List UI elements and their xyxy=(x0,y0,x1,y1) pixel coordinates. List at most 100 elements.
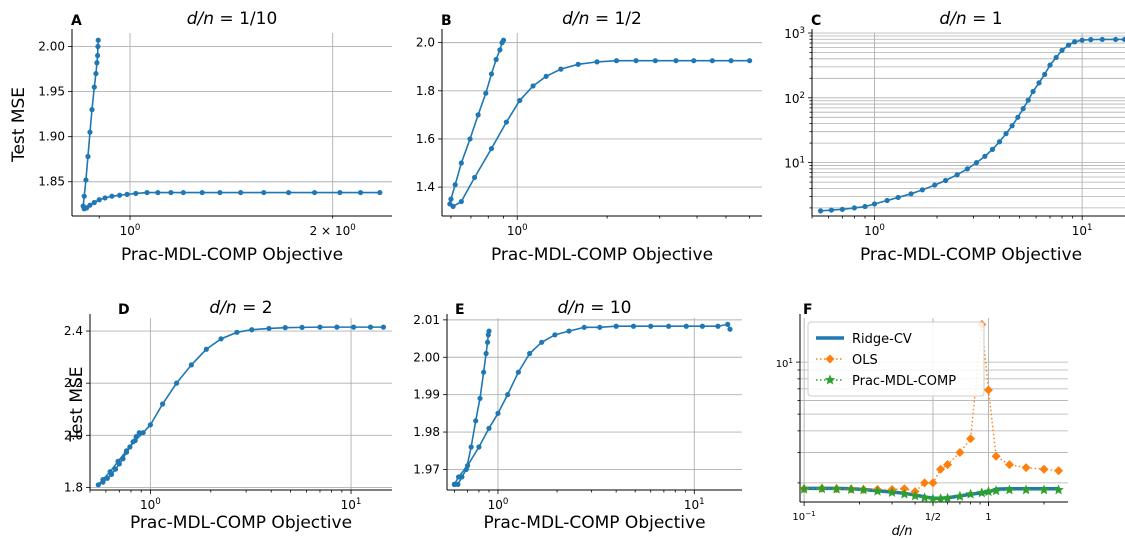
y-tick-label: 1.4 xyxy=(416,180,435,194)
y-tick-label: 2.00 xyxy=(38,40,65,54)
ols-marker xyxy=(943,460,953,470)
panel-d: 100 101 1.8 2.0 2.2 2.4 d/n = 2 Prac-MDL-COMP O… xyxy=(64,298,392,533)
data-point xyxy=(112,466,119,472)
legend-label: Ridge-CV xyxy=(852,332,912,347)
data-point xyxy=(1020,106,1026,112)
data-point xyxy=(94,52,101,59)
prac-mdl-comp-marker xyxy=(976,487,988,498)
plot-area xyxy=(800,320,1064,504)
x-tick-label: 1/2 xyxy=(925,512,941,523)
legend-item: Prac-MDL-COMP xyxy=(816,374,956,389)
series-line xyxy=(97,326,384,486)
ols-marker xyxy=(1039,464,1049,474)
plot-area xyxy=(817,36,1125,214)
data-point xyxy=(954,172,960,178)
data-point xyxy=(100,476,106,483)
prac-mdl-comp-marker xyxy=(990,485,1002,496)
data-point xyxy=(120,456,126,462)
grid xyxy=(442,33,762,216)
ticks: 100 1.4 1.6 1.8 2.0 xyxy=(416,36,751,238)
y-axis-label: Test MSE xyxy=(67,366,87,442)
prac-mdl-comp-marker xyxy=(965,488,976,499)
y-tick-label: 103 xyxy=(784,26,805,41)
y-tick-label: 1.90 xyxy=(38,130,65,144)
data-point xyxy=(188,362,194,368)
data-point xyxy=(87,129,93,135)
data-point xyxy=(467,136,473,142)
data-point xyxy=(1015,114,1021,120)
x-axis-label: Prac-MDL-COMP Objective xyxy=(121,245,343,265)
y-tick-label: 2.0 xyxy=(64,428,83,442)
data-point xyxy=(581,324,587,330)
data-point xyxy=(89,107,95,113)
data-point xyxy=(630,323,637,329)
data-point xyxy=(594,59,600,65)
ols-marker xyxy=(920,478,930,488)
data-point xyxy=(871,201,878,207)
panel-letter: B xyxy=(441,13,452,29)
data-point xyxy=(1053,54,1059,61)
y-tick-label: 1.6 xyxy=(416,132,435,146)
data-point xyxy=(691,58,697,64)
x-tick-label: 2 × 100 xyxy=(310,223,356,238)
data-point xyxy=(1113,36,1119,43)
ols-marker xyxy=(983,385,993,395)
data-point xyxy=(575,61,581,67)
ols-marker xyxy=(936,464,946,474)
panel-b: 100 1.4 1.6 1.8 2.0 d/n = 1/2 Prac-MDL-COMP Ob… xyxy=(416,9,762,265)
ols-marker xyxy=(966,434,976,444)
data-point xyxy=(1036,80,1042,86)
data-point xyxy=(238,189,244,196)
panel-title: d/n = 1/10 xyxy=(187,9,278,29)
prac-mdl-comp-marker xyxy=(1053,484,1064,495)
x-axis-label: Prac-MDL-COMP Objective xyxy=(491,245,713,265)
data-point xyxy=(683,323,689,329)
data-point xyxy=(95,43,101,50)
data-point xyxy=(648,323,654,329)
y-tick-label: 1.95 xyxy=(38,85,65,99)
x-axis-label: Prac-MDL-COMP Objective xyxy=(483,513,705,533)
panel-title: d/n = 10 xyxy=(558,298,632,318)
data-point xyxy=(133,433,139,440)
ticks: 100 2 × 100 1.85 1.90 1.95 2.00 xyxy=(38,40,355,238)
prac-mdl-comp-marker xyxy=(886,486,898,497)
data-point xyxy=(81,193,87,199)
panel-title: d/n = 1/2 xyxy=(562,9,642,29)
legend: Ridge-CV OLS Prac-MDL-COMP xyxy=(807,321,985,397)
data-point xyxy=(943,177,949,184)
data-point xyxy=(817,208,824,214)
y-tick-label: 2.01 xyxy=(413,313,440,327)
y-tick-label: 101 xyxy=(784,156,805,171)
data-point xyxy=(1099,36,1105,43)
data-point xyxy=(725,321,731,327)
y-tick-label: 1.99 xyxy=(413,388,440,402)
plot-area xyxy=(95,324,387,488)
data-point xyxy=(91,199,97,206)
panel-f: 10−1 1/2 1 101 Ridge-CV OLS Prac-MDL-COMP d/n F xyxy=(776,302,1068,539)
x-axis-label: Prac-MDL-COMP Objective xyxy=(130,513,352,533)
prac-mdl-comp-marker xyxy=(816,483,828,494)
series-line xyxy=(82,40,380,210)
data-point xyxy=(503,119,509,125)
panel-letter: C xyxy=(811,13,821,29)
series-line xyxy=(453,323,731,486)
data-point xyxy=(476,444,482,450)
ticks: 100 101 1.97 1.98 1.99 2.00 2.01 xyxy=(413,313,704,512)
ols-marker xyxy=(955,447,965,457)
data-point xyxy=(87,202,93,208)
prac-mdl-comp-marker xyxy=(927,493,939,504)
data-point xyxy=(104,475,110,481)
data-point xyxy=(133,190,139,197)
x-tick-label: 101 xyxy=(341,497,362,512)
prac-mdl-comp-marker xyxy=(909,490,921,501)
data-point xyxy=(1072,39,1078,45)
data-point xyxy=(317,324,323,330)
data-point xyxy=(851,205,857,211)
data-point xyxy=(996,139,1003,145)
data-point xyxy=(450,203,456,209)
data-point xyxy=(666,323,672,329)
grid xyxy=(447,318,742,490)
data-point xyxy=(1003,131,1009,137)
data-point xyxy=(458,198,464,205)
data-point xyxy=(299,324,305,330)
